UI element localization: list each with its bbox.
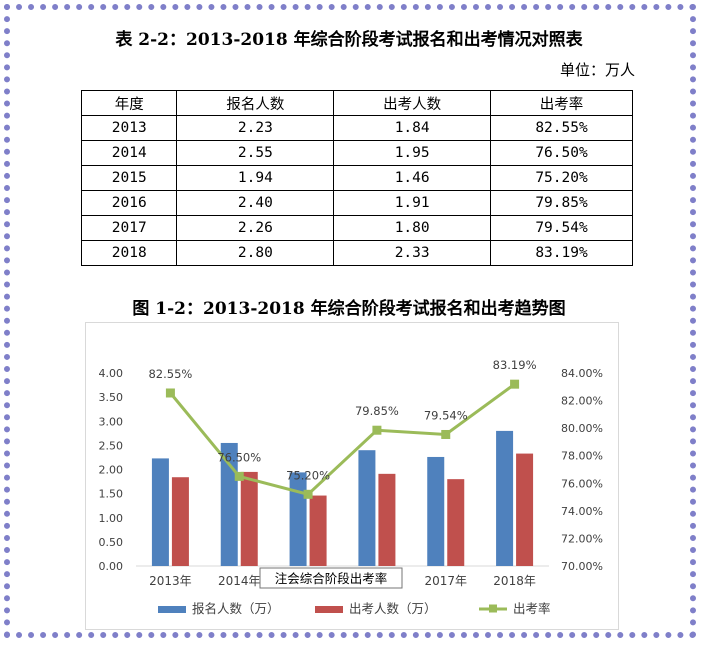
cell-rate: 79.85% <box>490 190 633 216</box>
y-tick-label: 0.00 <box>99 560 124 573</box>
bar-registered <box>151 458 169 566</box>
y-tick-label: 2.50 <box>99 439 124 452</box>
y-tick-label: 0.50 <box>99 536 124 549</box>
y2-tick-label: 84.00% <box>561 367 603 380</box>
x-tick-label: 2018年 <box>493 574 536 588</box>
legend-swatch-registered <box>158 606 186 613</box>
cell-year: 2014 <box>80 140 178 166</box>
rate-marker <box>234 471 244 481</box>
y2-tick-label: 72.00% <box>561 532 603 545</box>
cell-year: 2016 <box>80 190 178 216</box>
bar-registered <box>289 472 307 566</box>
tooltip-box <box>259 567 403 589</box>
chart-area: 0.00 0.50 1.00 1.50 2.00 2.50 3.00 3.50 4.00 70.0… <box>85 322 619 630</box>
legend-swatch-attended <box>315 606 343 613</box>
cell-year: 2015 <box>80 165 178 191</box>
table-row: 2015 1.94 1.46 75.20% <box>80 165 633 191</box>
y2-tick-label: 76.00% <box>561 477 603 490</box>
y-tick-label: 4.00 <box>99 367 124 380</box>
rate-marker <box>372 425 382 435</box>
cell-registered: 2.40 <box>176 190 335 216</box>
rate-marker <box>303 489 313 499</box>
bar-attended <box>309 495 327 566</box>
x-tick-label: 2013年 <box>149 574 192 588</box>
header-rate: 出考率 <box>490 90 633 116</box>
y-tick-label: 3.00 <box>99 415 124 428</box>
cell-year: 2018 <box>80 240 178 266</box>
cell-attended: 2.33 <box>333 240 492 266</box>
cell-attended: 1.91 <box>333 190 492 216</box>
y2-tick-label: 82.00% <box>561 395 603 408</box>
cell-year: 2017 <box>80 215 178 241</box>
y2-tick-label: 80.00% <box>561 422 603 435</box>
data-table: 年度 报名人数 出考人数 出考率 2013 2.23 1.84 82.55% 2… <box>80 90 633 266</box>
bar-attended <box>171 477 189 566</box>
chart-title: 图 1-2：2013-2018 年综合阶段考试报名和出考趋势图 <box>132 299 566 319</box>
rate-marker <box>510 379 520 389</box>
x-tick-label: 2017年 <box>424 574 467 588</box>
cell-registered: 1.94 <box>176 165 335 191</box>
rate-data-label: 76.50% <box>217 450 261 464</box>
bar-registered <box>496 430 514 566</box>
legend-marker-rate <box>489 604 497 613</box>
rate-data-label: 83.19% <box>493 358 537 372</box>
rate-data-label: 82.55% <box>148 367 192 381</box>
table-header-row: 年度 报名人数 出考人数 出考率 <box>80 90 633 116</box>
bar-attended <box>378 473 396 566</box>
header-registered: 报名人数 <box>176 90 335 116</box>
header-attended: 出考人数 <box>333 90 492 116</box>
y-tick-label: 1.00 <box>99 512 124 525</box>
bar-attended <box>447 479 465 566</box>
bar-registered <box>220 442 238 566</box>
content: 表 2-2：2013-2018 年综合阶段考试报名和出考情况对照表 单位：万人 … <box>9 9 689 637</box>
y2-tick-label: 78.00% <box>561 450 603 463</box>
cell-year: 2013 <box>80 115 178 141</box>
unit-label: 单位：万人 <box>559 61 635 79</box>
rate-data-label: 79.85% <box>355 404 399 418</box>
combo-chart: 0.00 0.50 1.00 1.50 2.00 2.50 3.00 3.50 4.00 70.0… <box>99 358 603 616</box>
y-tick-label: 2.00 <box>99 464 124 477</box>
bar-attended <box>516 453 534 566</box>
table-row: 2018 2.80 2.33 83.19% <box>80 240 633 266</box>
cell-rate: 79.54% <box>490 215 633 241</box>
table-row: 2017 2.26 1.80 79.54% <box>80 215 633 241</box>
legend-label-registered: 报名人数（万） <box>192 601 280 616</box>
cell-registered: 2.23 <box>176 115 335 141</box>
rate-line <box>169 382 516 496</box>
y-tick-label: 3.50 <box>99 391 124 404</box>
table-title: 表 2-2：2013-2018 年综合阶段考试报名和出考情况对照表 <box>115 30 583 50</box>
cell-attended: 1.84 <box>333 115 492 141</box>
tooltip-text: 注会综合阶段出考率 <box>275 571 388 586</box>
y-tick-label: 1.50 <box>99 488 124 501</box>
legend-label-attended: 出考人数（万） <box>349 601 437 616</box>
table-row: 2014 2.55 1.95 76.50% <box>80 140 633 166</box>
cell-rate: 76.50% <box>490 140 633 166</box>
cell-attended: 1.80 <box>333 215 492 241</box>
cell-registered: 2.80 <box>176 240 335 266</box>
bar-registered <box>358 450 376 566</box>
rate-data-label: 79.54% <box>424 408 468 422</box>
table-row: 2016 2.40 1.91 79.85% <box>80 190 633 216</box>
rate-data-label: 75.20% <box>286 468 330 482</box>
cell-attended: 1.95 <box>333 140 492 166</box>
cell-rate: 82.55% <box>490 115 633 141</box>
header-year: 年度 <box>80 90 178 116</box>
cell-registered: 2.55 <box>176 140 335 166</box>
rate-marker <box>165 388 175 398</box>
table-row: 2013 2.23 1.84 82.55% <box>80 115 633 141</box>
legend-label-rate: 出考率 <box>513 601 551 616</box>
x-tick-label: 2014年 <box>218 574 261 588</box>
rate-marker <box>441 429 451 439</box>
bar-registered <box>427 456 445 566</box>
cell-rate: 83.19% <box>490 240 633 266</box>
cell-attended: 1.46 <box>333 165 492 191</box>
cell-rate: 75.20% <box>490 165 633 191</box>
cell-registered: 2.26 <box>176 215 335 241</box>
y2-tick-label: 74.00% <box>561 505 603 518</box>
bar-attended <box>240 471 258 566</box>
y2-tick-label: 70.00% <box>561 560 603 573</box>
